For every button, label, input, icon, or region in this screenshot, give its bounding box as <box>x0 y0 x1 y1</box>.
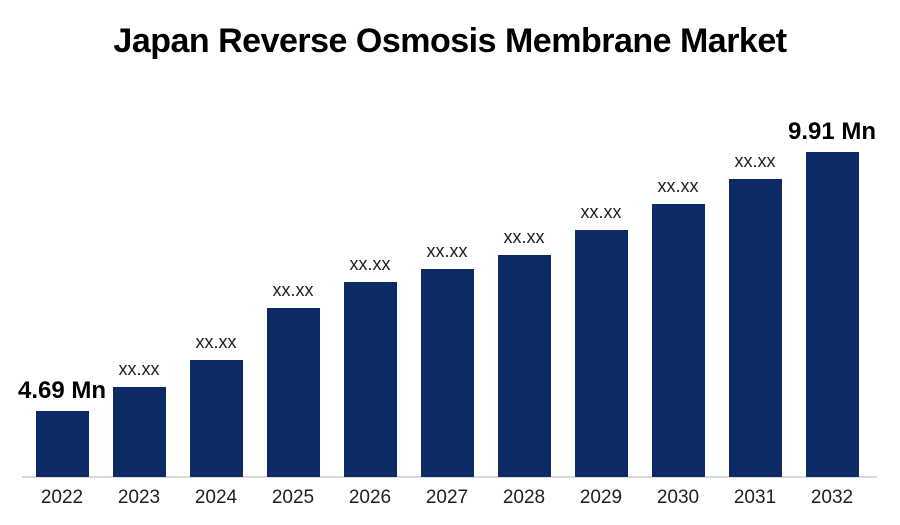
bar-2026 <box>343 282 397 477</box>
bar-value-label-2027: xx.xx <box>426 241 468 262</box>
bar-value-label-2029: xx.xx <box>580 202 622 223</box>
chart-title: Japan Reverse Osmosis Membrane Market <box>113 22 787 60</box>
bar-2029 <box>574 230 628 477</box>
bar-2031 <box>728 179 782 477</box>
x-axis-line <box>22 476 877 478</box>
bar-value-label-2031: xx.xx <box>734 151 776 172</box>
bar-value-label-2023: xx.xx <box>118 359 160 380</box>
x-axis-label-2023: 2023 <box>117 487 161 508</box>
x-axis-label-2027: 2027 <box>425 487 469 508</box>
bar-2022 <box>35 411 89 477</box>
bar-2024 <box>189 360 243 477</box>
bar-value-label-2028: xx.xx <box>503 227 545 248</box>
x-axis-label-2028: 2028 <box>502 487 546 508</box>
x-axis-label-2026: 2026 <box>348 487 392 508</box>
bar-2028 <box>497 255 551 477</box>
bar-2025 <box>266 308 320 477</box>
x-axis-label-2032: 2032 <box>810 487 854 508</box>
x-axis-label-2031: 2031 <box>733 487 777 508</box>
bar-2023 <box>112 387 166 477</box>
bar-value-label-2024: xx.xx <box>195 332 237 353</box>
x-axis-label-2030: 2030 <box>656 487 700 508</box>
bar-value-label-2030: xx.xx <box>657 176 699 197</box>
bar-2032 <box>805 152 859 477</box>
bar-2027 <box>420 269 474 477</box>
x-axis-label-2024: 2024 <box>194 487 238 508</box>
x-axis-label-2025: 2025 <box>271 487 315 508</box>
bar-2030 <box>651 204 705 477</box>
x-axis-label-2029: 2029 <box>579 487 623 508</box>
x-axis-label-2022: 2022 <box>40 487 84 508</box>
bar-value-label-2022: 4.69 Mn <box>17 376 107 404</box>
bar-value-label-2026: xx.xx <box>349 254 391 275</box>
bar-value-label-2032: 9.91 Mn <box>787 117 877 145</box>
bar-value-label-2025: xx.xx <box>272 280 314 301</box>
